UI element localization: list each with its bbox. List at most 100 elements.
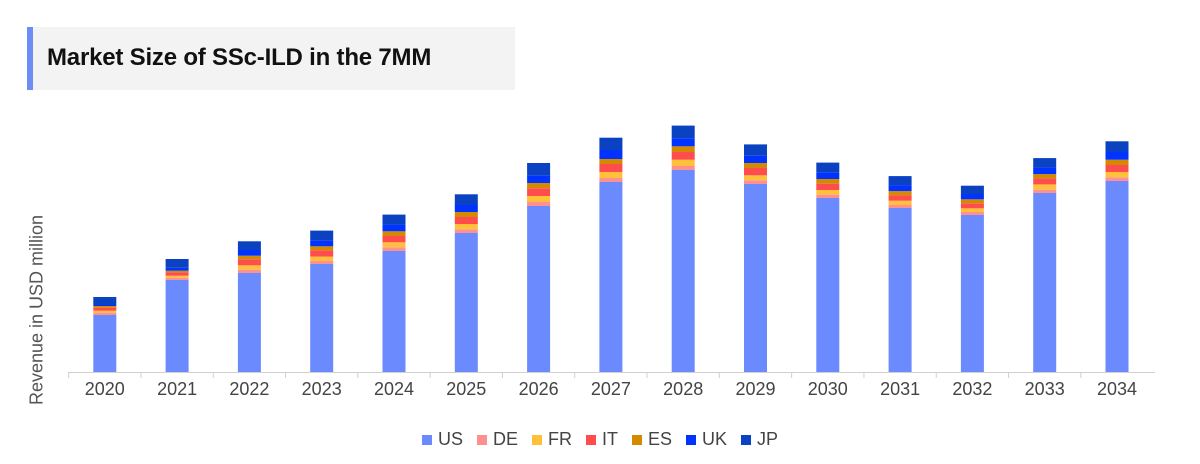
bar-segment-fr-2024[interactable] xyxy=(382,242,406,248)
bar-segment-de-2031[interactable] xyxy=(888,205,912,208)
bar-segment-jp-2028[interactable] xyxy=(671,125,695,139)
bar-segment-jp-2029[interactable] xyxy=(744,144,767,156)
bar-segment-de-2021[interactable] xyxy=(165,277,189,280)
bar-segment-us-2024[interactable] xyxy=(382,251,406,372)
bar-segment-de-2023[interactable] xyxy=(310,261,334,264)
bar-segment-es-2029[interactable] xyxy=(744,163,767,168)
bar-segment-uk-2034[interactable] xyxy=(1105,152,1129,160)
bar-segment-es-2028[interactable] xyxy=(671,146,695,152)
bar-segment-es-2021[interactable] xyxy=(165,270,189,273)
legend-item-fr[interactable]: FR xyxy=(531,429,572,450)
bar-segment-it-2029[interactable] xyxy=(744,168,767,176)
bar-segment-us-2029[interactable] xyxy=(744,184,767,372)
bar-segment-fr-2033[interactable] xyxy=(1033,184,1057,190)
bar-segment-de-2020[interactable] xyxy=(93,312,117,315)
bar-segment-es-2033[interactable] xyxy=(1033,174,1057,179)
bar-segment-us-2023[interactable] xyxy=(310,264,334,372)
bar-segment-it-2027[interactable] xyxy=(599,164,623,172)
bar-segment-jp-2026[interactable] xyxy=(527,163,551,176)
bar-segment-it-2023[interactable] xyxy=(310,250,334,257)
bar-segment-uk-2028[interactable] xyxy=(671,138,695,147)
bar-segment-de-2029[interactable] xyxy=(744,180,767,184)
bar-segment-es-2026[interactable] xyxy=(527,183,551,189)
bar-segment-es-2025[interactable] xyxy=(454,212,478,217)
bar-segment-es-2022[interactable] xyxy=(237,255,261,260)
bar-segment-de-2033[interactable] xyxy=(1033,189,1057,193)
bar-segment-fr-2021[interactable] xyxy=(165,275,189,278)
legend-item-de[interactable]: DE xyxy=(476,429,518,450)
legend-item-jp[interactable]: JP xyxy=(741,429,778,450)
bar-segment-fr-2026[interactable] xyxy=(527,196,551,202)
bar-segment-it-2032[interactable] xyxy=(960,203,984,209)
bar-segment-jp-2033[interactable] xyxy=(1033,158,1057,168)
legend-item-it[interactable]: IT xyxy=(585,429,618,450)
bar-segment-es-2031[interactable] xyxy=(888,191,912,196)
bar-segment-uk-2032[interactable] xyxy=(960,194,984,200)
bar-segment-fr-2030[interactable] xyxy=(816,190,840,195)
bar-segment-de-2034[interactable] xyxy=(1105,177,1129,181)
bar-segment-it-2025[interactable] xyxy=(454,217,478,224)
bar-segment-jp-2031[interactable] xyxy=(888,176,912,186)
bar-segment-uk-2029[interactable] xyxy=(744,155,767,163)
bar-segment-jp-2032[interactable] xyxy=(960,185,984,194)
bar-segment-jp-2022[interactable] xyxy=(237,241,261,250)
bar-segment-de-2022[interactable] xyxy=(237,269,261,273)
bar-segment-it-2022[interactable] xyxy=(237,259,261,266)
bar-segment-us-2031[interactable] xyxy=(888,208,912,372)
bar-segment-fr-2025[interactable] xyxy=(454,224,478,230)
bar-segment-fr-2028[interactable] xyxy=(671,159,695,166)
bar-segment-us-2030[interactable] xyxy=(816,198,840,372)
bar-segment-us-2025[interactable] xyxy=(454,233,478,372)
bar-segment-us-2021[interactable] xyxy=(165,280,189,372)
bar-segment-de-2025[interactable] xyxy=(454,229,478,233)
bar-segment-it-2024[interactable] xyxy=(382,236,406,243)
bar-segment-it-2034[interactable] xyxy=(1105,165,1129,172)
bar-segment-es-2024[interactable] xyxy=(382,231,406,236)
bar-segment-fr-2029[interactable] xyxy=(744,175,767,181)
bar-segment-uk-2030[interactable] xyxy=(816,172,840,179)
bar-segment-us-2034[interactable] xyxy=(1105,181,1129,372)
bar-segment-fr-2034[interactable] xyxy=(1105,172,1129,178)
bar-segment-it-2026[interactable] xyxy=(527,188,551,196)
bar-segment-de-2024[interactable] xyxy=(382,247,406,251)
bar-segment-us-2022[interactable] xyxy=(237,273,261,372)
bar-segment-us-2033[interactable] xyxy=(1033,193,1057,372)
bar-segment-it-2028[interactable] xyxy=(671,152,695,160)
bar-segment-it-2033[interactable] xyxy=(1033,178,1057,185)
bar-segment-uk-2022[interactable] xyxy=(237,250,261,256)
bar-segment-us-2027[interactable] xyxy=(599,182,623,372)
bar-segment-us-2028[interactable] xyxy=(671,170,695,372)
bar-segment-fr-2023[interactable] xyxy=(310,256,334,261)
bar-segment-jp-2025[interactable] xyxy=(454,194,478,205)
bar-segment-jp-2034[interactable] xyxy=(1105,141,1129,152)
bar-segment-fr-2032[interactable] xyxy=(960,208,984,212)
bar-segment-uk-2024[interactable] xyxy=(382,224,406,232)
bar-segment-jp-2030[interactable] xyxy=(816,162,840,173)
bar-segment-de-2028[interactable] xyxy=(671,166,695,170)
bar-segment-fr-2022[interactable] xyxy=(237,265,261,270)
bar-segment-uk-2031[interactable] xyxy=(888,185,912,192)
bar-segment-de-2027[interactable] xyxy=(599,178,623,182)
bar-segment-fr-2027[interactable] xyxy=(599,172,623,178)
bar-segment-us-2026[interactable] xyxy=(527,206,551,372)
bar-segment-es-2032[interactable] xyxy=(960,199,984,204)
bar-segment-uk-2023[interactable] xyxy=(310,240,334,247)
legend-item-es[interactable]: ES xyxy=(631,429,672,450)
bar-segment-es-2034[interactable] xyxy=(1105,159,1129,165)
bar-segment-fr-2031[interactable] xyxy=(888,200,912,205)
bar-segment-it-2020[interactable] xyxy=(93,307,117,311)
bar-segment-es-2020[interactable] xyxy=(93,306,117,308)
bar-segment-uk-2033[interactable] xyxy=(1033,167,1057,175)
bar-segment-us-2032[interactable] xyxy=(960,215,984,372)
bar-segment-it-2031[interactable] xyxy=(888,195,912,201)
bar-segment-jp-2020[interactable] xyxy=(93,297,117,305)
bar-segment-jp-2024[interactable] xyxy=(382,214,406,225)
legend-item-uk[interactable]: UK xyxy=(686,429,727,450)
bar-segment-uk-2025[interactable] xyxy=(454,205,478,212)
bar-segment-uk-2020[interactable] xyxy=(93,305,117,306)
bar-segment-it-2030[interactable] xyxy=(816,183,840,190)
bar-segment-uk-2027[interactable] xyxy=(599,150,623,159)
bar-segment-de-2026[interactable] xyxy=(527,202,551,206)
bar-segment-jp-2027[interactable] xyxy=(599,137,623,150)
bar-segment-de-2032[interactable] xyxy=(960,212,984,215)
